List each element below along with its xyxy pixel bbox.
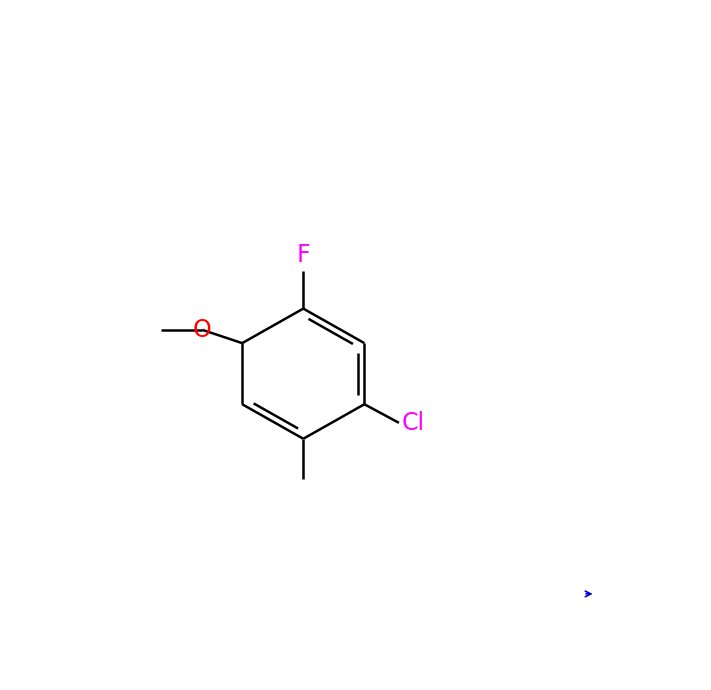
Text: O: O <box>193 318 212 342</box>
Text: F: F <box>296 243 310 267</box>
Text: Cl: Cl <box>402 411 424 435</box>
